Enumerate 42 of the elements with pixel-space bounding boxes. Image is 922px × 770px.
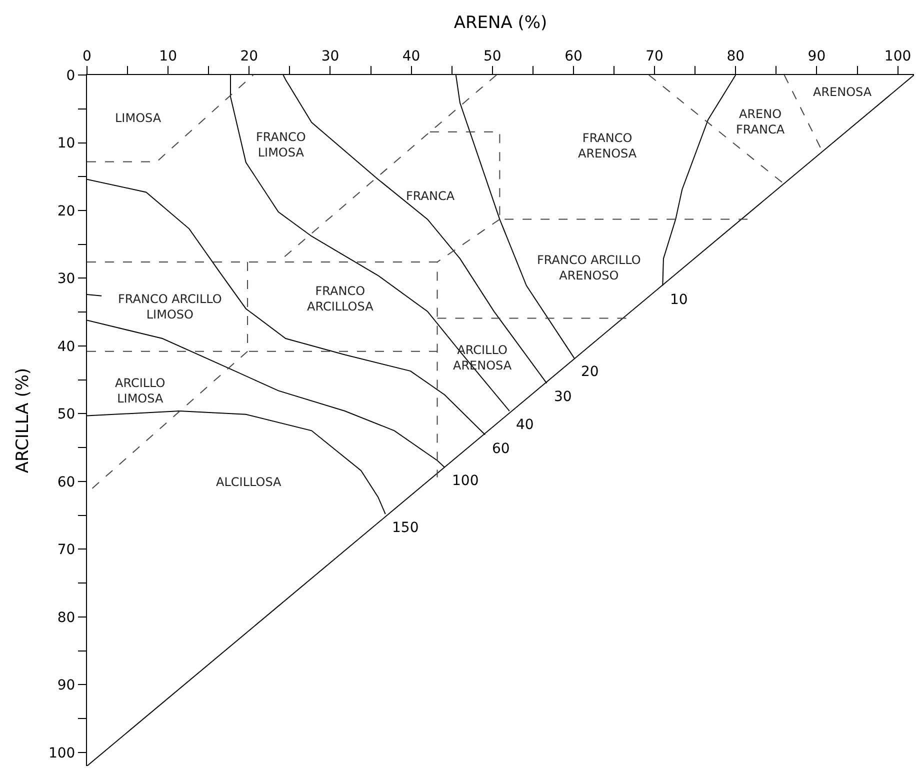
annotation: FRANCO ARCILLO ARENOSO xyxy=(537,253,641,283)
x-tick-label: 50 xyxy=(483,48,502,64)
y-tick-label: 30 xyxy=(57,271,76,288)
x-tick-label: 10 xyxy=(159,48,177,64)
y-tick-label: 90 xyxy=(57,678,76,694)
x-tick-label: 90 xyxy=(808,48,826,64)
y-tick-label: 60 xyxy=(57,474,76,490)
x-tick-label: 100 xyxy=(884,48,912,64)
y-tick-label: 0 xyxy=(66,68,76,84)
annotation: FRANCO LIMOSA xyxy=(256,130,306,160)
y-axis-title: ARCILLA (%) xyxy=(13,368,34,474)
series-label: 100 xyxy=(452,473,479,489)
annotation: FRANCO ARCILLO LIMOSO xyxy=(118,292,222,322)
x-tick-label: 60 xyxy=(564,48,582,64)
annotation: FRANCA xyxy=(406,189,456,203)
annotation: FRANCO ARENOSA xyxy=(578,131,638,161)
annotation: FRANCO ARCILLOSA xyxy=(307,284,374,314)
y-tick-label: 20 xyxy=(57,203,76,220)
x-tick-label: 40 xyxy=(402,48,420,64)
series-label: 10 xyxy=(670,292,688,308)
series-label: 150 xyxy=(392,520,419,536)
series-label: 20 xyxy=(581,364,599,380)
y-tick-label: 70 xyxy=(57,542,76,558)
annotation: ARENO FRANCA xyxy=(736,107,786,137)
annotation: LIMOSA xyxy=(115,111,162,125)
series-label: 40 xyxy=(516,417,534,433)
y-tick-label: 50 xyxy=(57,406,76,423)
y-tick-label: 80 xyxy=(57,610,76,626)
annotation: ALCILLOSA xyxy=(216,475,282,489)
annotation: ARENOSA xyxy=(813,85,872,99)
series-label: 30 xyxy=(554,389,572,405)
annotation: ARCILLO LIMOSA xyxy=(115,376,166,406)
x-tick-label: 0 xyxy=(82,48,92,64)
y-tick-label: 10 xyxy=(57,136,76,152)
x-axis-title: ARENA (%) xyxy=(454,12,548,33)
x-tick-label: 70 xyxy=(646,48,664,64)
y-tick-label: 40 xyxy=(57,338,76,355)
x-tick-label: 20 xyxy=(240,48,258,64)
x-tick-label: 80 xyxy=(726,48,745,64)
x-tick-label: 30 xyxy=(321,48,340,64)
series-label: 60 xyxy=(492,441,510,457)
y-tick-label: 100 xyxy=(48,745,76,762)
